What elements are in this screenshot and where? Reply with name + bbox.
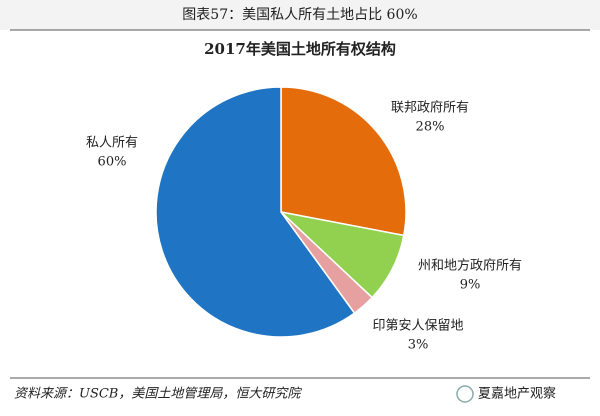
pie-slice bbox=[280, 86, 407, 237]
chart-title: 2017年美国土地所有权结构 bbox=[204, 40, 396, 58]
slice-value-label: 3% bbox=[408, 338, 429, 353]
header-band bbox=[0, 0, 600, 30]
slice-label: 州和地方政府所有 bbox=[418, 258, 522, 274]
watermark: 夏嘉地产观察 bbox=[478, 387, 556, 402]
header: 图表57：美国私人所有土地占比 60% bbox=[182, 7, 417, 23]
slice-label: 联邦政府所有 bbox=[391, 101, 469, 116]
slice-label: 印第安人保留地 bbox=[372, 319, 463, 334]
slice-value-label: 28% bbox=[416, 120, 445, 135]
watermark-icon bbox=[456, 385, 474, 403]
source: 资料来源：USCB，美国土地管理局，恒大研究院 bbox=[14, 386, 302, 402]
slice-label: 私人所有 bbox=[86, 136, 138, 151]
slice-value-label: 9% bbox=[460, 278, 481, 293]
slice-value-label: 60% bbox=[98, 155, 127, 170]
pie-slice bbox=[155, 86, 356, 338]
